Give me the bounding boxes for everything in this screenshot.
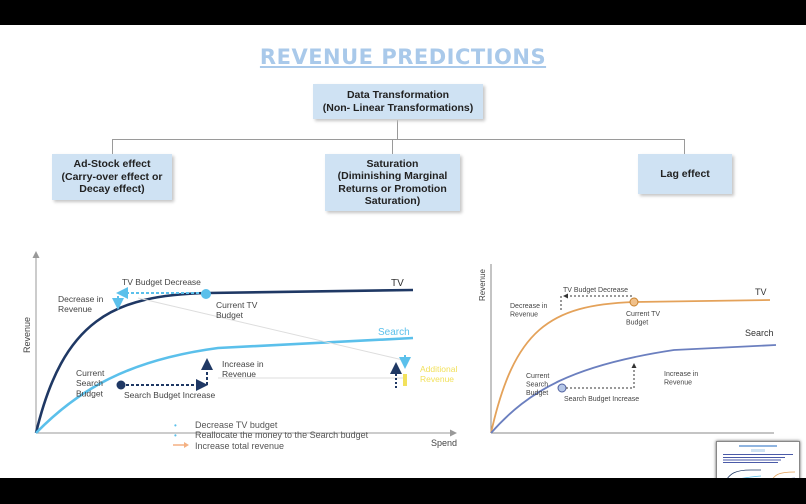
slide-title: REVENUE PREDICTIONS [259,45,547,69]
slide-thumbnail[interactable] [716,441,800,478]
tree-connector [392,139,393,154]
current-tv-budget-label: Current TV Budget [216,300,258,320]
decrease-in-revenue-line: Decrease in [58,294,104,304]
tv-budget-decrease-label: TV Budget Decrease [563,287,628,294]
right-saturation-chart: Revenue TV Search TV Budget Decrease Dec… [478,264,777,434]
label-line: Revenue [222,369,256,379]
search-budget-increase-label: Search Budget Increase [124,390,215,400]
tv-series-label: TV [755,287,767,297]
label-line: Revenue [510,311,538,318]
legend-bullet-dot: • [174,421,177,430]
current-tv-budget-point [629,297,639,307]
left-saturation-chart: Revenue Spend TV Search TV Budget Decrea… [22,251,457,451]
decrease-in-revenue-label: Decrease in Revenue [58,294,104,314]
lag-effect-box: Lag effect [638,154,732,194]
label-line: Revenue [58,304,92,314]
slide: REVENUE PREDICTIONS Data Transformation … [0,25,806,478]
current-tv-budget-label: Current TV Budget [626,311,660,326]
current-tv-budget-point [201,289,211,299]
search-curve [35,336,414,434]
adstock-effect-box: Ad-Stock effect (Carry-over effect or De… [52,154,172,200]
top-letterbox [0,0,806,25]
legend-bullet-dot: • [174,431,177,440]
y-axis-label: Revenue [22,317,32,353]
tv-budget-decrease-label: TV Budget Decrease [122,277,201,287]
current-search-budget-label: Current Search Budget [526,373,549,397]
tree-connector [684,139,685,154]
tree-connector [112,139,113,154]
label-line: Budget [626,319,648,326]
label-line: Budget [526,390,548,397]
guide-line [137,297,404,361]
tv-series-label: TV [391,278,404,289]
legend-reallocate: Reallocate the money to the Search budge… [195,430,369,440]
search-budget-increase-label: Search Budget Increase [564,396,639,403]
additional-revenue-marker [403,374,407,386]
label-line: Revenue [420,374,454,384]
label-line: Revenue [664,379,692,386]
legend-arrow-head [184,442,189,448]
label-line: Budget [76,388,104,398]
left-chart-legend: • Decrease TV budget • Reallocate the mo… [173,420,369,451]
x-axis-label: Spend [431,438,457,448]
current-search-budget-point [116,380,126,390]
increase-in-revenue-label: Increase in Revenue [222,359,264,379]
data-transformation-box: Data Transformation (Non- Linear Transfo… [313,84,483,119]
search-curve [490,344,777,434]
tree-connector [112,139,685,140]
bottom-letterbox [0,478,806,504]
decrease-in-revenue-label: Decrease in Revenue [510,303,547,318]
current-search-budget-label: Current Search Budget [76,368,105,398]
legend-increase-revenue: Increase total revenue [195,441,284,451]
saturation-box: Saturation (Diminishing Marginal Returns… [325,154,460,211]
y-axis-label: Revenue [478,268,487,301]
current-search-budget-point [557,383,567,393]
search-series-label: Search [378,327,410,338]
additional-revenue-label: Additional Revenue [420,364,457,384]
search-series-label: Search [745,328,774,338]
label-line: Search [76,378,103,388]
label-line: Budget [216,310,244,320]
label-line: Search [526,381,548,388]
legend-decrease-tv: Decrease TV budget [195,420,278,430]
thumbnail-preview [723,445,796,478]
tv-curve [490,299,771,434]
tree-connector [397,120,398,139]
increase-in-revenue-label: Increase in Revenue [664,371,698,386]
